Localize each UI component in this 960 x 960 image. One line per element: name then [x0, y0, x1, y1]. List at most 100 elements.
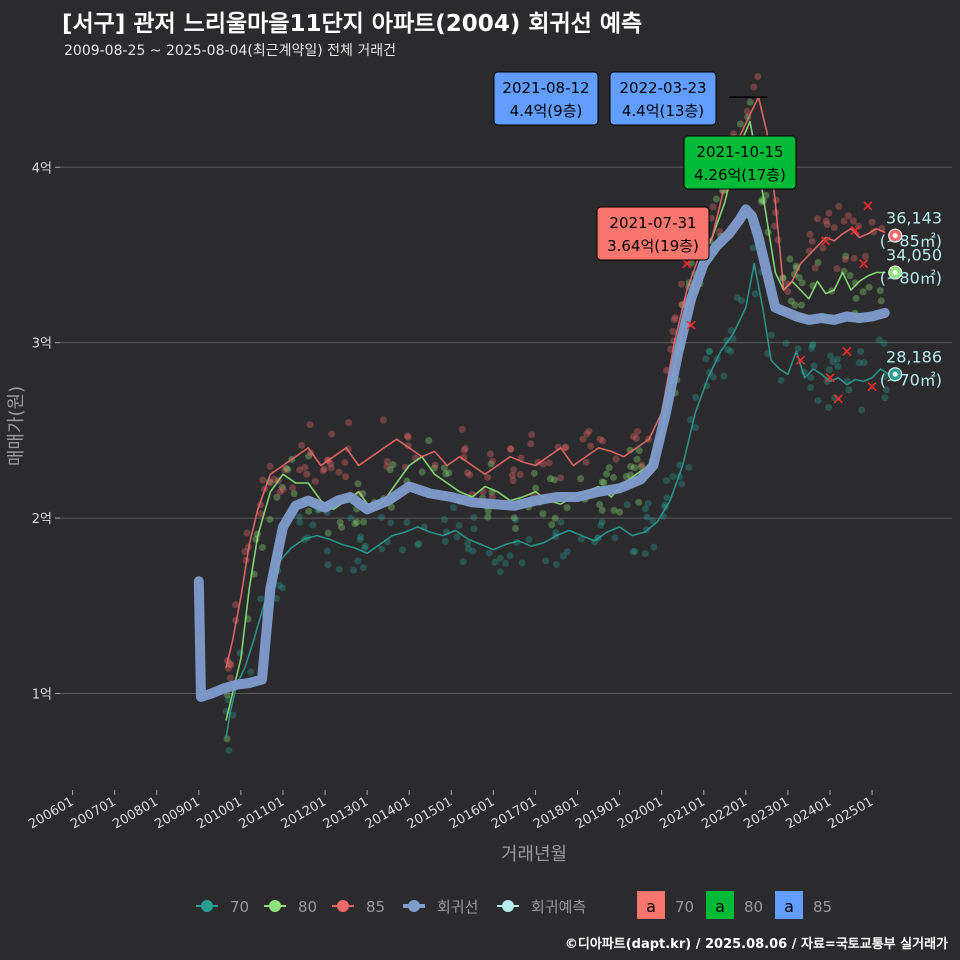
scatter-point-70 — [225, 746, 233, 754]
annotation-date: 2022-03-23 — [619, 79, 706, 97]
scatter-point-70 — [807, 345, 815, 353]
scatter-point-70 — [827, 352, 835, 360]
highlight-x-mark — [686, 320, 696, 330]
scatter-point-70 — [552, 560, 560, 568]
page-title: [서구] 관저 느리울마을11단지 아파트(2004) 회귀선 예측 — [62, 11, 643, 37]
scatter-point-80 — [610, 473, 618, 481]
scatter-point-70 — [278, 584, 286, 592]
scatter-point-85 — [460, 446, 468, 454]
scatter-point-70 — [727, 327, 735, 335]
scatter-point-85 — [489, 457, 497, 465]
x-tick-label: 202401 — [783, 794, 833, 832]
scatter-point-80 — [550, 476, 558, 484]
scatter-point-85 — [226, 660, 234, 668]
scatter-point-70 — [257, 595, 265, 603]
scatter-point-85 — [709, 203, 717, 211]
scatter-point-70 — [470, 513, 478, 521]
scatter-point-85 — [241, 548, 249, 556]
highlight-x-mark — [842, 346, 852, 357]
scatter-point-70 — [663, 476, 671, 484]
scatter-point-70 — [415, 540, 423, 548]
legend-label: 회귀예측 — [531, 898, 586, 916]
scatter-point-85 — [850, 254, 858, 262]
legend-box-glyph: a — [646, 897, 656, 916]
scatter-point-70 — [782, 339, 790, 347]
scatter-point-85 — [670, 316, 678, 324]
scatter-point-70 — [678, 480, 686, 488]
scatter-point-80 — [791, 301, 799, 309]
scatter-point-70 — [449, 504, 457, 512]
scatter-point-85 — [341, 458, 349, 466]
x-tick-label: 200901 — [152, 794, 202, 832]
scatter-point-80 — [273, 493, 281, 501]
annotation-box — [596, 206, 710, 261]
scatter-point-85 — [545, 459, 553, 467]
scatter-point-80 — [846, 272, 854, 280]
x-tick-label: 200601 — [26, 794, 76, 832]
forecast-value-80: 34,050 — [886, 246, 942, 265]
annotation-box — [683, 135, 797, 190]
scatter-point-70 — [464, 540, 472, 548]
scatter-point-80 — [786, 255, 794, 263]
scatter-point-80 — [814, 259, 822, 267]
scatter-point-80 — [336, 518, 344, 526]
scatter-point-80 — [610, 506, 618, 514]
scatter-point-80 — [387, 503, 395, 511]
y-axis-title: 매매가(원) — [6, 386, 27, 466]
scatter-point-85 — [508, 471, 516, 479]
scatter-point-85 — [562, 443, 570, 451]
scatter-point-80 — [290, 490, 298, 498]
scatter-point-70 — [440, 516, 448, 524]
legend-label: 85 — [366, 898, 385, 916]
scatter-point-85 — [629, 432, 637, 440]
x-tick-label: 201901 — [573, 794, 623, 832]
page-subtitle: 2009-08-25 ~ 2025-08-04(최근계약일) 전체 거래건 — [64, 43, 396, 59]
x-tick-label: 202501 — [826, 794, 876, 832]
scatter-point-85 — [813, 215, 821, 223]
annotation-price: 3.64억(19층) — [607, 237, 699, 255]
y-tick-label: 4억 — [32, 161, 52, 176]
scatter-point-70 — [644, 499, 652, 507]
scatter-point-85 — [276, 488, 284, 496]
scatter-point-70 — [542, 557, 550, 565]
scatter-point-85 — [298, 441, 306, 449]
scatter-point-80 — [546, 475, 554, 483]
scatter-point-80 — [324, 529, 332, 537]
forecast-area-80: (~80㎡) — [880, 269, 942, 288]
scatter-point-85 — [342, 473, 350, 481]
scatter-point-80 — [389, 461, 397, 469]
scatter-point-70 — [723, 336, 731, 344]
scatter-point-70 — [687, 416, 695, 424]
legend-label: 회귀선 — [437, 898, 478, 916]
scatter-point-85 — [320, 465, 328, 473]
scatter-point-85 — [516, 471, 524, 479]
x-tick-label: 201001 — [194, 794, 244, 832]
scatter-point-85 — [461, 444, 469, 452]
scatter-point-80 — [351, 520, 359, 528]
scatter-point-80 — [430, 464, 438, 472]
scatter-point-85 — [335, 468, 343, 476]
scatter-point-85 — [784, 288, 792, 296]
annotation-price: 4.26억(17층) — [694, 166, 786, 184]
scatter-point-70 — [335, 565, 343, 573]
legend-box-label: 70 — [675, 898, 694, 916]
scatter-point-85 — [383, 457, 391, 465]
scatter-point-70 — [501, 559, 509, 567]
scatter-point-80 — [418, 468, 426, 476]
scatter-point-85 — [243, 529, 251, 537]
legend-box-label: 85 — [813, 898, 832, 916]
scatter-point-70 — [361, 544, 369, 552]
scatter-point-70 — [855, 359, 863, 367]
scatter-point-70 — [491, 558, 499, 566]
scatter-point-70 — [399, 546, 407, 554]
scatter-point-70 — [814, 396, 822, 404]
scatter-point-80 — [445, 469, 453, 477]
scatter-point-85 — [833, 265, 841, 273]
scatter-point-80 — [510, 514, 518, 522]
x-tick-label: 201801 — [531, 794, 581, 832]
scatter-point-85 — [840, 217, 848, 225]
scatter-point-85 — [861, 252, 869, 260]
legend-key-dot — [201, 900, 213, 912]
scatter-point-70 — [414, 541, 422, 549]
scatter-point-85 — [806, 230, 814, 238]
